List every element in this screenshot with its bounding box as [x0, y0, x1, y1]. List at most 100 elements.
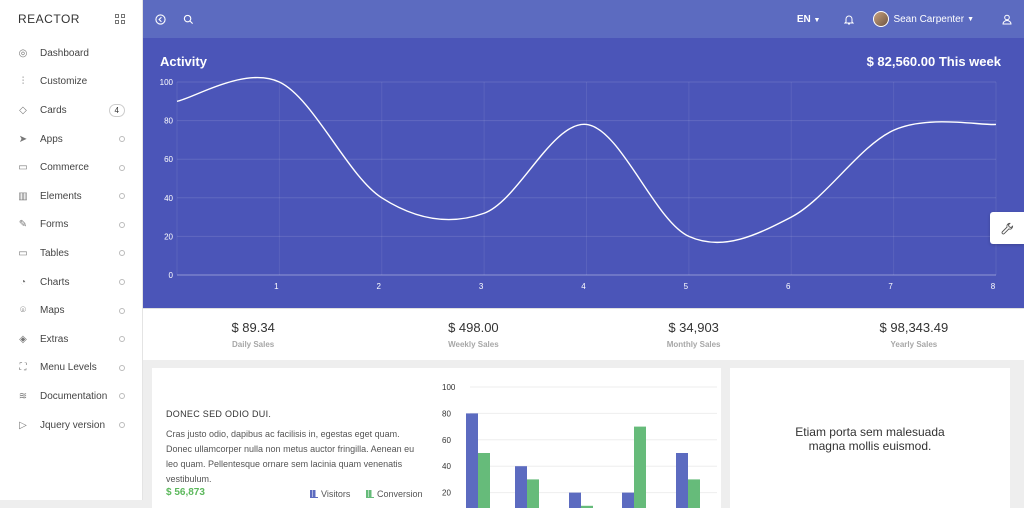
sidebar-item-jquery-version[interactable]: ▷ Jquery version [0, 411, 142, 440]
x-tick-label: 3 [479, 282, 484, 291]
pie-chart-icon: ◔ [19, 276, 27, 288]
circle-icon [119, 307, 125, 314]
language-selector[interactable]: EN ▼ [797, 14, 821, 25]
sidebar-item-label: Dashboard [40, 47, 89, 59]
sidebar-item-extras[interactable]: ◈ Extras [0, 325, 142, 354]
circle-icon [119, 422, 125, 429]
pencil-icon: ✎ [18, 219, 28, 231]
brand-logo[interactable]: REACTOR [18, 12, 80, 26]
sidebar-item-documentation[interactable]: ≋ Documentation [0, 382, 142, 411]
y-tick-label: 0 [169, 271, 174, 280]
sales-stats: $ 89.34 Daily Sales $ 498.00 Weekly Sales $ … [143, 308, 1024, 360]
bar-conversion [688, 479, 700, 508]
activity-line-chart: 0 20 40 60 80 100 1 2 3 4 5 6 7 8 [160, 76, 997, 291]
y-tick-label: 100 [442, 383, 456, 392]
bar-visitors [676, 453, 688, 508]
sidebar-item-customize[interactable]: ⫶ Customize [0, 68, 142, 97]
legend-visitors: Visitors [310, 489, 350, 499]
stat-label: Weekly Sales [448, 340, 499, 349]
legend-conversion-label: Conversion [377, 489, 423, 499]
bar-conversion [478, 453, 490, 508]
sidebar-item-label: Jquery version [40, 419, 106, 431]
bar-chart-icon [310, 490, 318, 498]
sidebar-item-charts[interactable]: ◔ Charts [0, 268, 142, 297]
expand-icon: ⛶ [19, 362, 27, 374]
sidebar-item-menu-levels[interactable]: ⛶ Menu Levels [0, 354, 142, 383]
y-tick-label: 60 [164, 155, 173, 164]
sidebar-item-label: Charts [40, 276, 70, 288]
card-heading: DONEC SED ODIO DUI. [166, 409, 272, 419]
stat-value: $ 89.34 [231, 320, 275, 335]
search-icon[interactable] [181, 12, 195, 26]
sidebar-item-elements[interactable]: ▥ Elements [0, 182, 142, 211]
tag-icon: ◈ [19, 333, 27, 345]
activity-panel: 0 20 40 60 80 100 1 2 3 4 5 6 7 8 Activity $ 82,560.0… [143, 38, 1024, 308]
bell-icon[interactable] [842, 12, 856, 26]
chevron-down-icon: ▼ [813, 16, 821, 24]
x-tick-label: 6 [786, 282, 791, 291]
x-tick-label: 7 [888, 282, 893, 291]
circle-icon [119, 250, 125, 257]
card-paragraph: Cras justo odio, dapibus ac facilisis in… [166, 429, 415, 484]
wrench-icon[interactable] [990, 212, 1024, 244]
droplet-icon: ◇ [19, 104, 27, 116]
sidebar-item-label: Menu Levels [40, 362, 97, 374]
sidebar-item-dashboard[interactable]: ◎ Dashboard [0, 39, 142, 68]
quote-text: Etiam porta sem malesuada magna mollis e… [795, 425, 945, 453]
sidebar-item-cards[interactable]: ◇ Cards 4 [0, 96, 142, 125]
activity-series-line [176, 76, 997, 244]
user-menu[interactable]: Sean Carpenter ▼ [873, 11, 974, 27]
info-card: DONEC SED ODIO DUI. Cras justo odio, dap… [152, 368, 721, 508]
avatar [873, 11, 890, 27]
play-icon: ▷ [19, 419, 27, 431]
circle-icon [119, 164, 125, 171]
stat-label: Monthly Sales [666, 340, 721, 349]
sidebar-item-apps[interactable]: ➤ Apps [0, 125, 142, 154]
sliders-icon: ⫶ [21, 76, 25, 88]
sidebar-item-forms[interactable]: ✎ Forms [0, 211, 142, 240]
circle-icon [119, 364, 125, 371]
user-icon[interactable] [1000, 12, 1014, 26]
stat-daily-sales: $ 89.34 Daily Sales [143, 309, 363, 360]
circle-icon [119, 393, 125, 400]
bar-conversion [527, 479, 539, 508]
legend-conversion: Conversion [366, 489, 423, 499]
send-icon: ➤ [18, 133, 28, 145]
back-icon[interactable] [153, 12, 167, 26]
bar-visitors [515, 466, 527, 508]
y-tick-label: 80 [164, 117, 173, 126]
bar-visitors [622, 492, 634, 508]
count-badge: 4 [108, 103, 125, 117]
sidebar-item-label: Tables [40, 247, 69, 259]
compass-icon: ◎ [18, 47, 28, 59]
sidebar-item-tables[interactable]: ▭ Tables [0, 239, 142, 268]
sidebar-nav: ◎ Dashboard ⫶ Customize ◇ Cards 4 ➤ Apps ▭ Commerc… [0, 39, 142, 439]
x-tick-label: 8 [991, 282, 996, 291]
bar-visitors [569, 492, 581, 508]
grid-icon[interactable] [115, 14, 125, 24]
legend-visitors-label: Visitors [321, 489, 351, 499]
x-tick-label: 2 [377, 282, 382, 291]
sidebar-item-label: Customize [40, 76, 88, 88]
chevron-down-icon: ▼ [967, 15, 974, 23]
sidebar-item-label: Documentation [40, 390, 108, 402]
sidebar-item-label: Cards [40, 104, 67, 116]
y-tick-label: 20 [164, 232, 173, 241]
stat-value: $ 34,903 [668, 320, 719, 335]
stat-value: $ 498.00 [448, 320, 499, 335]
circle-icon [119, 193, 125, 200]
y-tick-label: 20 [442, 489, 451, 498]
monitor-icon: ▭ [18, 247, 28, 259]
y-tick-label: 40 [164, 194, 173, 203]
y-tick-label: 100 [160, 78, 174, 87]
book-icon: ▥ [18, 190, 28, 202]
stat-monthly-sales: $ 34,903 Monthly Sales [584, 309, 804, 360]
x-tick-label: 1 [274, 282, 279, 291]
sidebar-item-commerce[interactable]: ▭ Commerce [0, 153, 142, 182]
sidebar-item-label: Apps [40, 133, 63, 145]
x-tick-label: 5 [684, 282, 689, 291]
y-tick-label: 80 [442, 409, 451, 418]
quote-card: Etiam porta sem malesuada magna mollis e… [730, 368, 1010, 508]
sidebar-item-maps[interactable]: ⌾ Maps [0, 296, 142, 325]
circle-icon [119, 336, 125, 343]
